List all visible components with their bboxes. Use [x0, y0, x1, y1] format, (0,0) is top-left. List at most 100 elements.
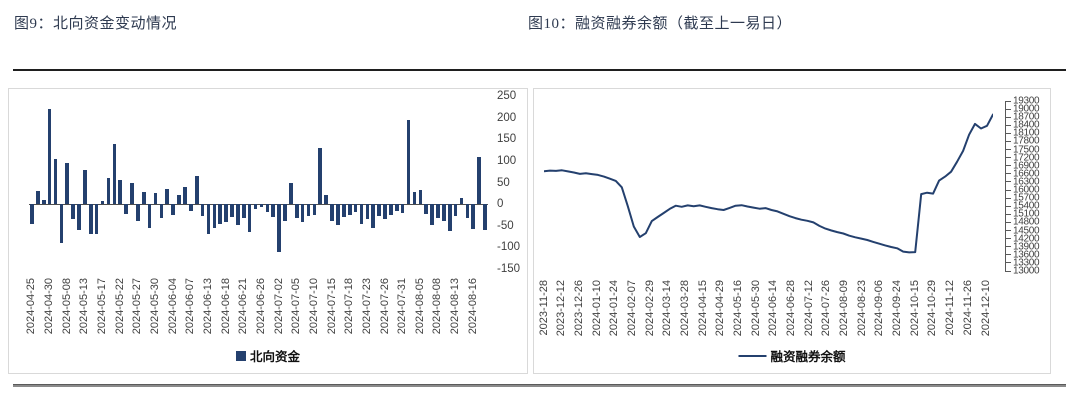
- fig9-chart-panel: 250 200 150 100 50 0 -50 -100 -150 2024-04-25 202…: [8, 88, 528, 374]
- y-tick-mark: [1005, 124, 1011, 126]
- bar: [30, 204, 34, 224]
- y-tick-mark: [1005, 230, 1011, 232]
- y-tick-label: 13600: [1013, 249, 1040, 261]
- bar: [65, 163, 70, 205]
- y-tick-mark: [1005, 149, 1011, 151]
- y-tick-mark: [1005, 213, 1011, 215]
- bar: [442, 204, 446, 221]
- bar: [459, 197, 464, 205]
- y-tick-mark: [1005, 132, 1011, 134]
- fig9-title: 图9：北向资金变动情况: [14, 16, 178, 32]
- bar: [294, 204, 299, 218]
- legend-line-icon: [738, 354, 767, 357]
- bar: [418, 190, 423, 205]
- y-tick-label: 200: [497, 111, 517, 124]
- top-divider: [13, 69, 1066, 71]
- bar: [471, 204, 476, 230]
- bar: [283, 204, 287, 221]
- y-tick-label: 19300: [1013, 95, 1040, 107]
- bar: [353, 204, 358, 212]
- y-tick-label: 15400: [1013, 200, 1040, 212]
- bar: [100, 200, 105, 205]
- y-tick-label: 15100: [1013, 208, 1040, 220]
- y-tick-label: -100: [497, 241, 521, 254]
- bar: [371, 204, 376, 228]
- zero-axis-line: [29, 203, 488, 205]
- bar: [359, 204, 364, 224]
- y-tick-mark: [1005, 270, 1011, 272]
- bar: [453, 204, 458, 217]
- bar: [183, 186, 187, 205]
- y-tick-label: 18400: [1013, 119, 1040, 131]
- bar: [124, 204, 128, 214]
- y-tick-label: 14500: [1013, 225, 1040, 237]
- bar: [342, 204, 346, 218]
- fig9-legend-label: 北向资金: [249, 350, 301, 364]
- bar: [383, 204, 387, 220]
- fig10-chart-panel: 19300 19000 18700 18400 18100 17800 17500 17200…: [533, 88, 1051, 374]
- bar: [147, 204, 152, 228]
- fig9-legend: 北向资金: [235, 346, 301, 365]
- y-tick-label: 13900: [1013, 241, 1040, 253]
- y-tick-label: -150: [497, 263, 521, 275]
- bar: [159, 204, 164, 218]
- x-tick-label: 2024-12-10: [979, 280, 992, 337]
- bar: [171, 204, 175, 215]
- y-tick-mark: [1005, 246, 1011, 248]
- y-tick-mark: [1005, 140, 1011, 142]
- bottom-divider: [13, 384, 1066, 387]
- bar: [224, 204, 228, 223]
- bar: [265, 204, 270, 212]
- y-tick-label: 16000: [1013, 184, 1040, 196]
- y-tick-label: 17500: [1013, 144, 1040, 156]
- bar: [277, 204, 281, 252]
- balance-line: [543, 113, 994, 254]
- bar: [271, 204, 275, 218]
- bar: [130, 183, 134, 205]
- bar: [41, 199, 46, 205]
- y-tick-label: 14200: [1013, 233, 1040, 245]
- bar: [253, 204, 258, 210]
- bar: [83, 169, 87, 205]
- y-tick-mark: [1005, 205, 1011, 207]
- bar: [77, 204, 81, 231]
- y-tick-label: 250: [497, 90, 517, 102]
- bar: [59, 204, 64, 244]
- y-tick-mark: [1005, 262, 1011, 264]
- balance-line-svg: [543, 113, 994, 254]
- bar: [53, 158, 58, 205]
- bar-plot-area: [29, 96, 488, 269]
- y-tick-label: 18700: [1013, 111, 1040, 123]
- bar: [47, 108, 52, 205]
- y-tick-mark: [1005, 181, 1011, 183]
- y-tick-mark: [1005, 197, 1011, 199]
- y-tick-label: 14800: [1013, 216, 1040, 228]
- bar: [153, 193, 158, 205]
- y-tick-label: 100: [497, 154, 517, 167]
- bar: [312, 204, 317, 215]
- bar: [106, 178, 111, 205]
- bar: [330, 204, 334, 221]
- y-tick-label: 17800: [1013, 135, 1040, 147]
- y-tick-label: 13000: [1013, 265, 1040, 277]
- bar: [247, 204, 252, 233]
- y-tick-label: 15700: [1013, 192, 1040, 204]
- y-tick-label: 13300: [1013, 257, 1040, 269]
- bar: [112, 143, 117, 205]
- bar: [259, 204, 264, 207]
- bar: [165, 188, 170, 205]
- bar: [71, 204, 75, 220]
- y-tick-label: 0: [497, 198, 504, 211]
- bar: [189, 204, 193, 211]
- bar: [436, 204, 440, 218]
- bar: [177, 195, 181, 205]
- legend-square-icon: [235, 350, 246, 361]
- y-tick-label: -50: [497, 219, 514, 232]
- bar: [447, 204, 452, 231]
- y-tick-mark: [1005, 108, 1011, 110]
- y-tick-mark: [1005, 238, 1011, 240]
- y-tick-mark: [1005, 116, 1011, 118]
- y-tick-label: 17200: [1013, 152, 1040, 164]
- bar: [94, 204, 99, 235]
- bar: [36, 191, 40, 205]
